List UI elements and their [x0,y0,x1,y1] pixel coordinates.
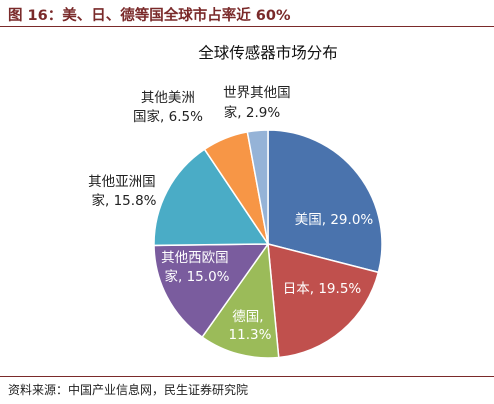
pie-slice-6 [246,129,269,245]
pie-slices [153,129,383,359]
slice-label-other-asia: 其他亚洲国 家, 15.8% [88,174,160,209]
pie-slice-1 [267,243,380,359]
chart-title: 全球传感器市场分布 [198,44,338,62]
slice-label-japan: 日本, 19.5% [283,281,362,297]
source-note: 资料来源：中国产业信息网，民生证券研究院 [8,383,249,397]
slice-label-other-western-europe: 其他西欧国 家, 15.0% [161,250,233,285]
slice-label-other-americas: 其他美洲 国家, 6.5% [133,90,203,125]
pie-slice-2 [201,241,280,359]
figure-title: 图 16：美、日、德等国全球市占率近 60% [8,8,291,24]
source-rule [0,376,494,377]
pie-slice-4 [153,148,270,247]
slice-label-germany: 德国, 11.3% [229,309,272,343]
slice-label-usa: 美国, 29.0% [295,212,374,228]
pie-slice-3 [153,243,270,339]
pie-slice-0 [267,129,383,274]
slice-label-rest-of-world: 世界其他国 家, 2.9% [223,85,295,121]
title-rule [0,26,494,27]
